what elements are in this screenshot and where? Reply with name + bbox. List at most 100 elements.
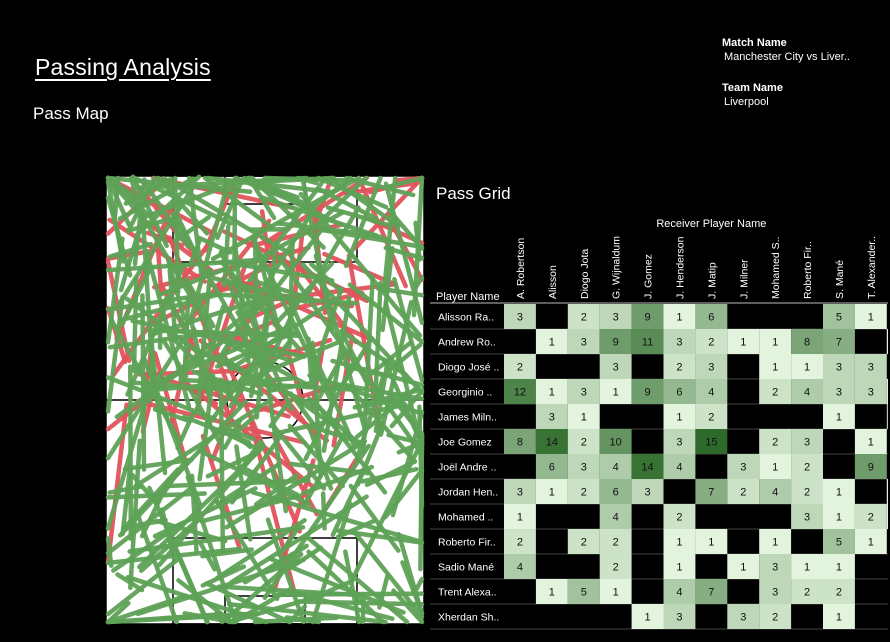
completed-pass-line-172 (202, 175, 274, 230)
grid-cell (695, 304, 728, 329)
completed-pass-line-15 (126, 215, 177, 233)
grid-cell-value: 2 (613, 537, 619, 549)
grid-cell-value: 1 (868, 537, 874, 549)
grid-cell-value: 1 (613, 387, 619, 399)
grid-cell (567, 429, 600, 454)
grid-cell (599, 504, 632, 529)
grid-cell (695, 379, 728, 404)
grid-cell (886, 404, 888, 429)
player-row-label: Roberto Fir.. (438, 537, 496, 549)
grid-cell (695, 329, 728, 354)
grid-cell-value: 4 (517, 562, 523, 574)
grid-cell-value: 1 (644, 612, 650, 624)
grid-cell (695, 429, 728, 454)
completed-pass-line-314 (105, 557, 180, 617)
grid-cell (823, 354, 855, 379)
grid-cell-value: 2 (772, 437, 778, 449)
grid-cell (567, 379, 600, 404)
grid-cell (791, 429, 823, 454)
grid-cell (759, 429, 792, 454)
completed-pass-line-209 (156, 267, 225, 298)
grid-cell-value: 5 (581, 587, 587, 599)
player-row-label: Joël Andre .. (438, 462, 496, 474)
grid-cell-value: 1 (804, 562, 810, 574)
grid-cell-value: 3 (772, 562, 778, 574)
receiver-column-label: J. Henderson (674, 236, 686, 299)
completed-pass-line-154 (310, 175, 369, 231)
grid-cell (504, 479, 536, 504)
grid-cell-value: 1 (836, 487, 842, 499)
grid-cell-value: 1 (804, 362, 810, 374)
grid-cell (535, 404, 568, 429)
player-row-label: Joe Gomez (438, 437, 492, 449)
grid-cell-value: 6 (613, 487, 619, 499)
completed-pass-line-255 (218, 249, 294, 412)
grid-cell (567, 529, 600, 554)
completed-pass-line-112 (271, 402, 408, 437)
grid-cell (823, 554, 855, 579)
completed-pass-line-99 (268, 398, 292, 429)
grid-cell-value: 2 (772, 612, 778, 624)
grid-cell-value: 10 (610, 437, 622, 449)
completed-pass-line-310 (205, 175, 336, 195)
completed-pass-line-230 (224, 439, 368, 530)
match-name-label: Match Name (722, 37, 787, 49)
grid-cell-value: 1 (772, 537, 778, 549)
completed-pass-line-291 (105, 536, 114, 568)
grid-cell (631, 304, 664, 329)
completed-pass-line-162 (335, 518, 376, 540)
grid-cell (599, 304, 632, 329)
grid-cell (854, 454, 887, 479)
completed-pass-line-288 (185, 474, 238, 625)
grid-cell-value: 5 (836, 312, 842, 324)
grid-cell-value: 11 (642, 337, 653, 349)
failed-pass-line-48 (322, 251, 397, 287)
grid-cell-value: 1 (676, 537, 682, 549)
grid-cell-value: 1 (836, 612, 842, 624)
grid-cell-value: 6 (676, 387, 682, 399)
grid-cell-value: 3 (836, 362, 842, 374)
grid-cell (823, 504, 855, 529)
grid-cell-value: 4 (613, 512, 619, 524)
completed-pass-line-225 (176, 578, 235, 625)
grid-cell (663, 604, 696, 629)
completed-pass-line-317 (241, 175, 344, 228)
completed-pass-line-90 (252, 615, 339, 625)
grid-cell (599, 479, 632, 504)
completed-pass-line-307 (173, 214, 212, 244)
grid-cell (823, 529, 855, 554)
receiver-column-label: Roberto Fir.. (802, 241, 814, 299)
completed-pass-line-280 (214, 498, 280, 602)
grid-cell (663, 529, 696, 554)
grid-cell (504, 429, 536, 454)
completed-pass-line-284 (164, 295, 191, 335)
grid-cell (631, 454, 664, 479)
grid-cell (599, 354, 632, 379)
grid-cell-value: 2 (868, 512, 874, 524)
grid-cell (663, 329, 696, 354)
completed-pass-line-144 (270, 297, 302, 357)
completed-pass-line-308 (247, 176, 328, 283)
grid-cell-value: 4 (613, 462, 619, 474)
completed-pass-line-206 (220, 259, 335, 283)
completed-pass-line-164 (268, 556, 406, 615)
completed-pass-line-219 (131, 276, 139, 374)
receiver-column-label: T. Alexander.. (866, 236, 878, 299)
grid-cell (631, 479, 664, 504)
pass-grid-chart: Receiver Player Name Player Name A. Robert… (430, 218, 888, 630)
completed-pass-line-305 (154, 461, 186, 506)
grid-cell-value: 15 (705, 437, 717, 449)
completed-pass-line-244 (196, 235, 233, 255)
grid-cell-value: 3 (708, 362, 714, 374)
grid-cell (791, 479, 823, 504)
completed-pass-line-245 (223, 430, 257, 450)
grid-cell (854, 429, 887, 454)
grid-cell-value: 4 (804, 387, 810, 399)
player-row-label: Andrew Ro.. (438, 337, 496, 349)
grid-cell (823, 379, 855, 404)
pass-map-title: Pass Map (33, 104, 109, 123)
match-name-value: Manchester City vs Liver.. (724, 51, 850, 63)
completed-pass-line-272 (148, 334, 168, 476)
grid-cell-value: 9 (644, 387, 650, 399)
grid-cell-value: 14 (641, 462, 653, 474)
